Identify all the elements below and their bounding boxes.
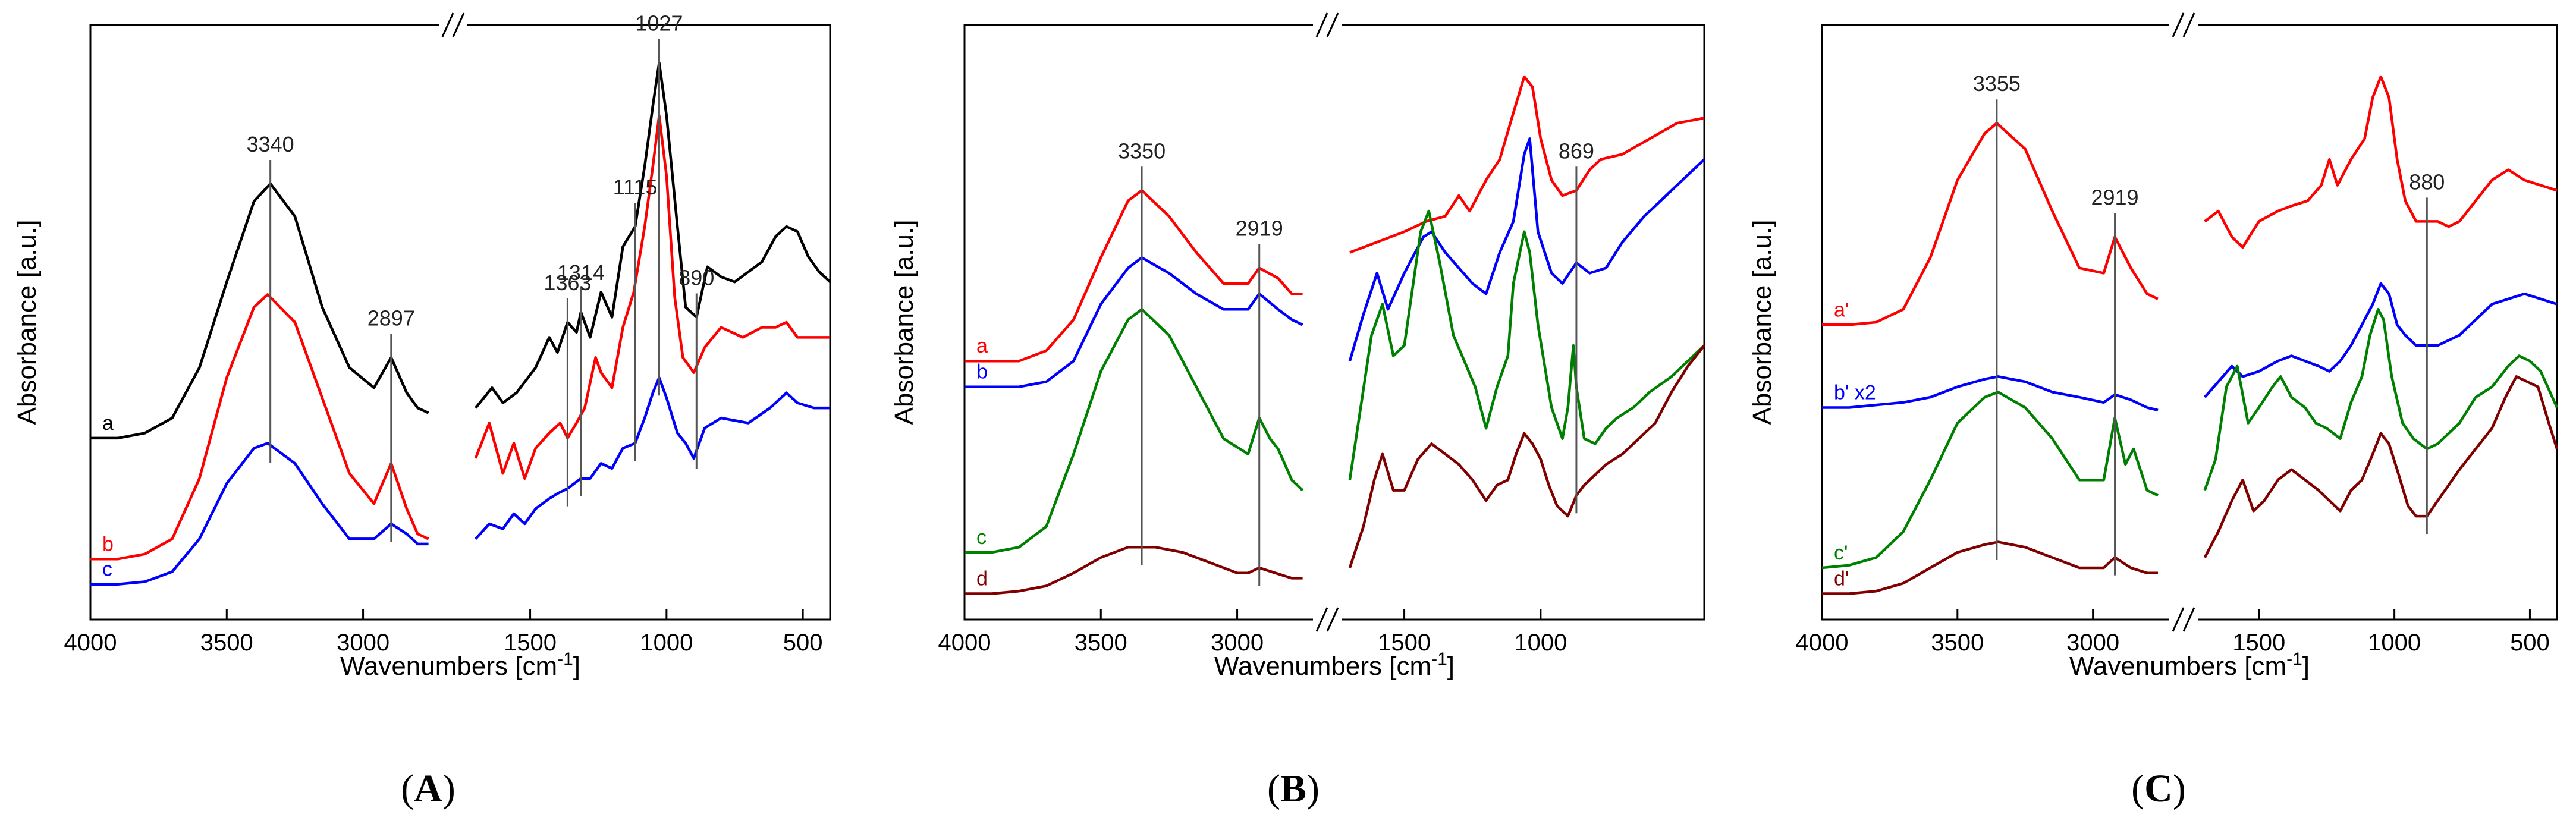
panel-b-series-label: a: [976, 335, 988, 357]
panel-b-x-tick-label: 1500: [1378, 630, 1431, 656]
panel-c-series-line: [1822, 75, 2558, 326]
panel-c-x-tick-label: 500: [2510, 630, 2550, 656]
panel-a-series-label: b: [102, 533, 114, 555]
panel-a-break-mark-1: [441, 12, 454, 37]
panel-a-peak-marker-label: 890: [678, 266, 714, 290]
panel-b-series-label: c: [976, 526, 987, 549]
panel-c: 4000 3500 3000 1500 1000 500 a' b' x2 c' d' 3355 29…: [1748, 12, 2559, 810]
panel-b-frame: [963, 24, 1705, 621]
panel-b-bottom-break-mark-1: [1315, 607, 1328, 632]
panel-a-x-tick-label: 500: [783, 630, 823, 656]
panel-c-series-label: a': [1834, 298, 1849, 321]
panel-c-caption: (C): [2131, 767, 2186, 810]
panel-a-caption: (A): [401, 767, 455, 810]
panel-c-break-mark-2: [2182, 12, 2195, 37]
panel-a-peak-marker-label: 1314: [557, 260, 605, 285]
panel-b-series-line: [965, 137, 1705, 388]
panel-b-bottom-break-mark-2: [1326, 607, 1339, 632]
panel-a-peak-marker-label: 1363: [544, 271, 591, 295]
panel-c-peak-marker-label: 880: [2409, 169, 2445, 194]
panel-b-x-tick-label: 3000: [1211, 630, 1264, 656]
panel-b-x-tick-label: 1000: [1514, 630, 1567, 656]
panel-c-x-tick-label: 3000: [2066, 630, 2119, 656]
panel-b-x-tick-label: 3500: [1075, 630, 1127, 656]
panel-c-peak-marker-label: 2919: [2091, 186, 2138, 210]
panel-c-series-label: d': [1834, 568, 1849, 590]
panel-c-x-tick-label: 1500: [2232, 630, 2285, 656]
panel-c-x-tick-label: 3500: [1931, 630, 1984, 656]
panel-b-series-label: b: [976, 361, 988, 383]
panel-a-peak-marker-label: 3340: [247, 132, 294, 156]
panel-c-bottom-break-mark-1: [2172, 607, 2185, 632]
panel-b-peak-marker-label: 869: [1559, 139, 1594, 163]
panel-b-peak-marker-label: 2919: [1236, 216, 1283, 241]
panel-b-peak-marker-label: 3350: [1118, 139, 1166, 163]
panel-c-series-label: b' x2: [1834, 381, 1876, 404]
panel-a-x-tick-label: 1000: [640, 630, 693, 656]
panel-a-peak-marker-label: 2897: [367, 306, 415, 330]
panel-a-frame: [89, 24, 831, 621]
panel-b-break-mark-2: [1326, 12, 1339, 37]
panel-b-caption: (B): [1267, 767, 1320, 810]
panel-a-series-line: [90, 61, 831, 440]
panel-a-series-line: [90, 376, 830, 586]
panel-a-x-tick-label: 3500: [200, 630, 253, 656]
panel-c-x-axis-title: Wavenumbers [cm-1]: [2069, 649, 2310, 681]
panel-a-break-mark-2: [452, 12, 465, 37]
panel-a-peak-marker-label: 1027: [635, 11, 683, 36]
panel-c-x-tick-label: 1000: [2368, 630, 2421, 656]
panel-b-series-label: d: [976, 568, 988, 590]
panel-c-frame: [1821, 24, 2558, 621]
panel-b-series-line: [965, 75, 1705, 363]
panel-a-y-axis-title: Absorbance [a.u.]: [12, 220, 42, 425]
panel-b-series-line: [965, 209, 1705, 554]
panel-b-series-line: [965, 344, 1705, 595]
panel-b-y-axis-title: Absorbance [a.u.]: [890, 220, 919, 425]
panel-a-x-tick-label: 1500: [504, 630, 557, 656]
panel-c-series-line: [1822, 282, 2558, 411]
panel-c-series-line: [1822, 375, 2559, 595]
panel-c-bottom-break-mark-2: [2182, 607, 2195, 632]
panel-c-y-axis-title: Absorbance [a.u.]: [1748, 220, 1777, 425]
panel-a-x-tick-label: 3000: [337, 630, 389, 656]
panel-b-x-tick-label: 4000: [938, 630, 991, 656]
panel-c-x-tick-label: 4000: [1796, 630, 1849, 656]
panel-c-break-mark-1: [2172, 12, 2185, 37]
panel-a-series-line: [90, 114, 830, 561]
panel-a-series-label: a: [102, 412, 114, 435]
panel-a-x-tick-label: 4000: [64, 630, 117, 656]
panel-c-series-line: [1821, 308, 2559, 570]
panel-b-x-axis-title: Wavenumbers [cm-1]: [1214, 649, 1455, 681]
panel-a-series-label: c: [102, 558, 112, 581]
panel-a: 4000 3500 3000 1500 1000 500 a bc 3340 2897 136313…: [12, 11, 831, 810]
panel-a-x-axis-title: Wavenumbers [cm-1]: [340, 649, 580, 681]
panel-c-peak-marker-label: 3355: [1973, 71, 2021, 96]
panel-b: 4000 3500 3000 1500 1000 ab cd 3350 2919 869 Wave…: [890, 12, 1705, 810]
panel-c-series-label: c': [1834, 542, 1848, 564]
panel-b-break-mark-1: [1315, 12, 1328, 37]
panel-a-peak-marker-label: 1115: [613, 175, 658, 199]
